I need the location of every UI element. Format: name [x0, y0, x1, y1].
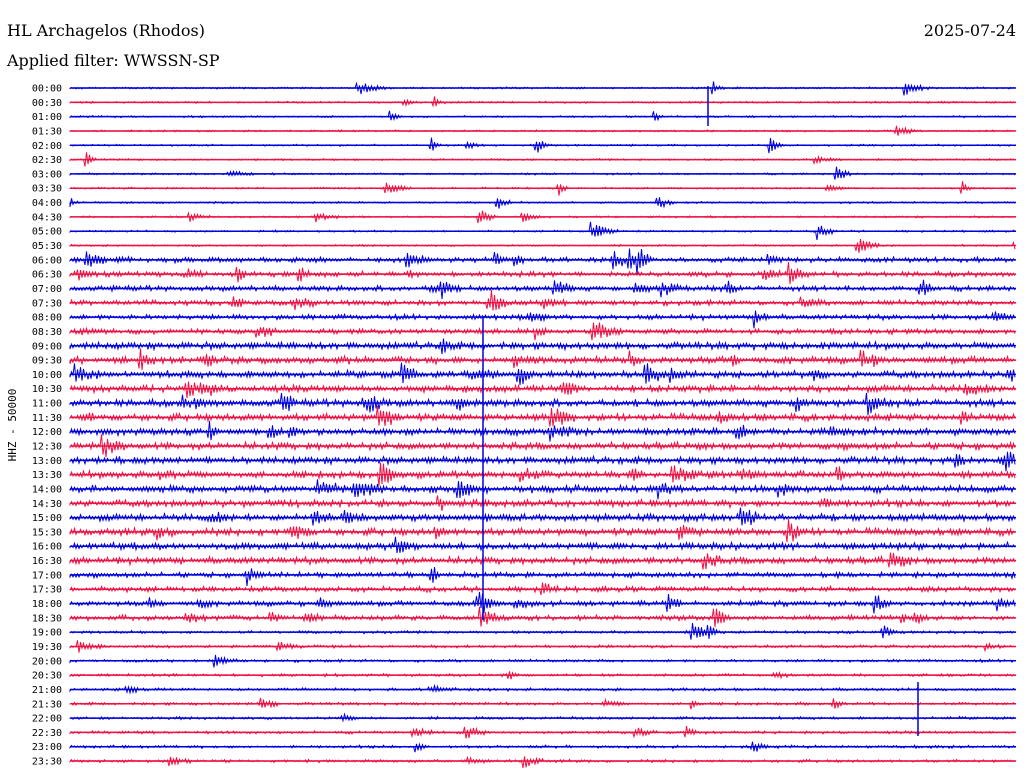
row-label: 20:30 — [32, 671, 62, 682]
row-label: 22:30 — [32, 728, 62, 739]
trace-row — [69, 392, 1016, 416]
trace-row — [69, 166, 1016, 180]
row-label: 12:30 — [32, 442, 62, 453]
trace-row — [69, 262, 1016, 285]
trace-row — [69, 110, 1016, 122]
trace-row — [69, 289, 1016, 311]
row-label: 08:30 — [32, 327, 62, 338]
seismic-traces — [69, 81, 1016, 768]
row-label: 02:30 — [32, 155, 62, 166]
row-label: 00:00 — [32, 84, 62, 95]
row-label: 06:00 — [32, 255, 62, 266]
trace-row — [69, 519, 1016, 543]
row-label: 14:00 — [32, 484, 62, 495]
row-label: 19:00 — [32, 628, 62, 639]
row-label: 10:00 — [32, 370, 62, 381]
row-label: 03:00 — [32, 169, 62, 180]
trace-row — [69, 507, 1016, 526]
row-label: 16:30 — [32, 556, 62, 567]
trace-row — [69, 248, 1016, 275]
row-label: 17:00 — [32, 570, 62, 581]
date-label: 2025-07-24 — [923, 21, 1016, 40]
trace-row — [69, 405, 1016, 427]
trace-row — [69, 348, 1016, 371]
row-label: 08:00 — [32, 313, 62, 324]
row-label: 07:30 — [32, 298, 62, 309]
row-label: 14:30 — [32, 499, 62, 510]
row-label: 23:30 — [32, 757, 62, 768]
row-label: 23:00 — [32, 742, 62, 753]
row-label: 16:00 — [32, 542, 62, 553]
trace-row — [69, 591, 1016, 614]
row-label: 09:30 — [32, 356, 62, 367]
row-label: 22:00 — [32, 714, 62, 725]
trace-row — [69, 310, 1016, 329]
row-time-labels: 00:00 00:30 01:00 01:30 02:00 02:30 03:00 03:30… — [32, 84, 62, 768]
row-label: 10:30 — [32, 384, 62, 395]
row-label: 01:00 — [32, 112, 62, 123]
row-label: 12:00 — [32, 427, 62, 438]
row-label: 18:00 — [32, 599, 62, 610]
filter-label: Applied filter: WWSSN-SP — [7, 51, 220, 70]
row-label: 01:30 — [32, 126, 62, 137]
row-label: 05:30 — [32, 241, 62, 252]
row-label: 04:30 — [32, 212, 62, 223]
row-label: 18:30 — [32, 613, 62, 624]
row-label: 13:30 — [32, 470, 62, 481]
trace-row — [69, 623, 1016, 640]
row-label: 19:30 — [32, 642, 62, 653]
row-label: 06:30 — [32, 270, 62, 281]
trace-row — [69, 279, 1016, 300]
row-label: 15:30 — [32, 527, 62, 538]
trace-row — [69, 755, 1016, 768]
y-axis-label: HHZ - 50000 — [6, 389, 19, 462]
row-label: 04:00 — [32, 198, 62, 209]
row-label: 11:30 — [32, 413, 62, 424]
row-label: 09:00 — [32, 341, 62, 352]
trace-row — [69, 96, 1016, 108]
row-label: 02:00 — [32, 141, 62, 152]
row-label: 11:00 — [32, 399, 62, 410]
row-label: 00:30 — [32, 98, 62, 109]
row-label: 15:00 — [32, 513, 62, 524]
row-label: 17:30 — [32, 585, 62, 596]
row-label: 13:00 — [32, 456, 62, 467]
trace-row — [69, 451, 1016, 472]
row-label: 07:00 — [32, 284, 62, 295]
row-label: 03:30 — [32, 184, 62, 195]
trace-row — [69, 536, 1016, 554]
station-title: HL Archagelos (Rhodos) — [7, 21, 205, 40]
row-label: 21:00 — [32, 685, 62, 696]
y-axis-title: HHZ - 50000 — [6, 389, 19, 462]
row-label: 05:00 — [32, 227, 62, 238]
trace-row — [69, 381, 1016, 399]
row-label: 20:00 — [32, 656, 62, 667]
row-label: 21:30 — [32, 699, 62, 710]
